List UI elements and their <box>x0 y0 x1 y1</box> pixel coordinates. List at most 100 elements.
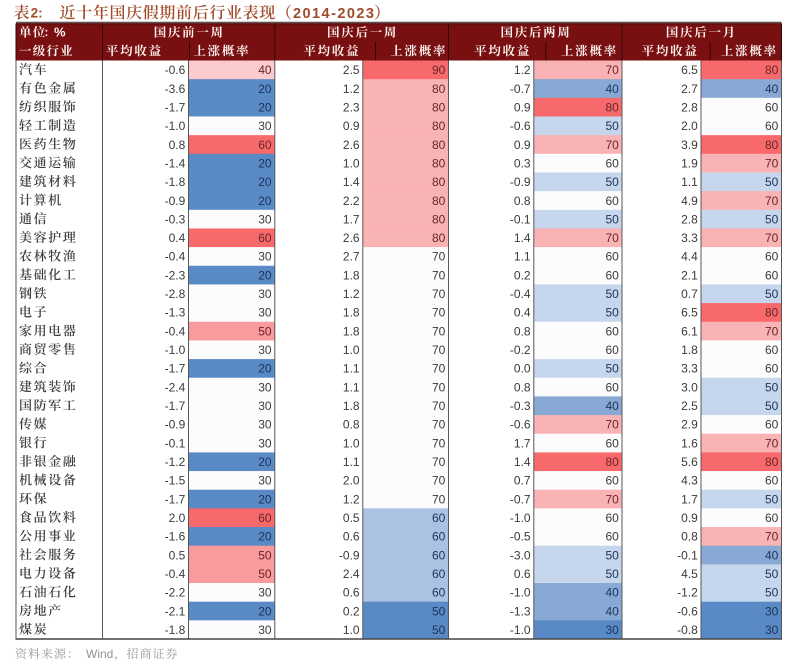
svg-text:2:: 2: <box>31 5 43 20</box>
svg-text:80: 80 <box>765 138 779 152</box>
svg-text:80: 80 <box>432 175 446 189</box>
svg-text:70: 70 <box>605 231 619 245</box>
svg-text:3.3: 3.3 <box>681 231 698 245</box>
svg-text:-0.6: -0.6 <box>510 418 531 432</box>
svg-text:60: 60 <box>765 250 779 264</box>
svg-text:80: 80 <box>432 119 446 133</box>
svg-text:50: 50 <box>765 287 779 301</box>
svg-text:60: 60 <box>258 231 272 245</box>
svg-text:-1.4: -1.4 <box>165 156 186 170</box>
svg-text:-0.6: -0.6 <box>510 119 531 133</box>
svg-text:50: 50 <box>765 175 779 189</box>
svg-text:60: 60 <box>605 324 619 338</box>
svg-text:-0.1: -0.1 <box>165 436 186 450</box>
svg-text:50: 50 <box>605 119 619 133</box>
svg-text:0.8: 0.8 <box>514 194 531 208</box>
svg-text:40: 40 <box>605 399 619 413</box>
svg-text:0.9: 0.9 <box>681 511 698 525</box>
svg-text:1.0: 1.0 <box>343 623 360 637</box>
svg-text:0.5: 0.5 <box>169 548 186 562</box>
svg-text:70: 70 <box>432 324 446 338</box>
svg-text:70: 70 <box>765 436 779 450</box>
svg-text:1.7: 1.7 <box>681 492 698 506</box>
svg-text:-0.9: -0.9 <box>339 548 360 562</box>
svg-text:70: 70 <box>605 138 619 152</box>
svg-text:30: 30 <box>258 119 272 133</box>
svg-text:60: 60 <box>258 138 272 152</box>
svg-text:2.2: 2.2 <box>343 194 360 208</box>
svg-text:50: 50 <box>605 306 619 320</box>
svg-text:50: 50 <box>765 399 779 413</box>
svg-text:2.0: 2.0 <box>343 474 360 488</box>
svg-text:3.0: 3.0 <box>681 380 698 394</box>
svg-text:2.6: 2.6 <box>343 138 360 152</box>
svg-text:40: 40 <box>258 63 272 77</box>
svg-text:1.1: 1.1 <box>343 455 360 469</box>
svg-text:60: 60 <box>605 436 619 450</box>
svg-text:1.0: 1.0 <box>343 156 360 170</box>
svg-text:2.6: 2.6 <box>343 231 360 245</box>
svg-text:-0.7: -0.7 <box>510 492 531 506</box>
svg-text:-1.7: -1.7 <box>165 399 186 413</box>
svg-text:60: 60 <box>765 511 779 525</box>
svg-text:1.9: 1.9 <box>681 156 698 170</box>
svg-text:-1.8: -1.8 <box>165 623 186 637</box>
svg-text:0.8: 0.8 <box>514 380 531 394</box>
svg-text:60: 60 <box>765 100 779 114</box>
svg-text:-0.7: -0.7 <box>510 82 531 96</box>
svg-text:70: 70 <box>432 399 446 413</box>
svg-text:-1.8: -1.8 <box>165 175 186 189</box>
svg-text:0.0: 0.0 <box>514 362 531 376</box>
svg-text:60: 60 <box>432 511 446 525</box>
svg-text:60: 60 <box>605 530 619 544</box>
svg-text:60: 60 <box>605 156 619 170</box>
svg-text:-2.4: -2.4 <box>165 380 186 394</box>
svg-text:-0.3: -0.3 <box>165 212 186 226</box>
svg-text:70: 70 <box>432 250 446 264</box>
svg-text:60: 60 <box>765 119 779 133</box>
svg-text:0.5: 0.5 <box>343 511 360 525</box>
svg-text:-1.3: -1.3 <box>510 604 531 618</box>
svg-text:60: 60 <box>605 474 619 488</box>
svg-text:2.9: 2.9 <box>681 418 698 432</box>
svg-text:4.9: 4.9 <box>681 194 698 208</box>
svg-text:60: 60 <box>765 362 779 376</box>
svg-text:50: 50 <box>258 324 272 338</box>
svg-text:1.1: 1.1 <box>343 362 360 376</box>
svg-text:2.8: 2.8 <box>681 212 698 226</box>
svg-text:2.7: 2.7 <box>681 82 698 96</box>
svg-text:0.4: 0.4 <box>169 231 186 245</box>
svg-text:20: 20 <box>258 82 272 96</box>
svg-text:1.7: 1.7 <box>343 212 360 226</box>
svg-text:70: 70 <box>765 231 779 245</box>
svg-text:1.1: 1.1 <box>343 380 360 394</box>
svg-text:1.4: 1.4 <box>514 455 531 469</box>
svg-text:20: 20 <box>258 268 272 282</box>
svg-text:70: 70 <box>432 436 446 450</box>
svg-text:0.7: 0.7 <box>681 287 698 301</box>
svg-text:0.7: 0.7 <box>514 474 531 488</box>
svg-text:4.4: 4.4 <box>681 250 698 264</box>
svg-text:50: 50 <box>605 567 619 581</box>
svg-text:1.4: 1.4 <box>343 175 360 189</box>
svg-text:30: 30 <box>605 623 619 637</box>
svg-text:70: 70 <box>765 530 779 544</box>
svg-text:2014-2023: 2014-2023 <box>293 6 374 22</box>
svg-text:1.8: 1.8 <box>343 268 360 282</box>
svg-text:-0.6: -0.6 <box>165 63 186 77</box>
svg-text:2.5: 2.5 <box>343 63 360 77</box>
svg-text:70: 70 <box>765 324 779 338</box>
svg-text:-1.2: -1.2 <box>677 586 698 600</box>
svg-text:-0.4: -0.4 <box>510 287 531 301</box>
svg-text:50: 50 <box>605 175 619 189</box>
svg-text:0.2: 0.2 <box>343 604 360 618</box>
svg-text:30: 30 <box>258 474 272 488</box>
svg-text:60: 60 <box>605 194 619 208</box>
svg-text:-1.6: -1.6 <box>165 530 186 544</box>
svg-text:-3.0: -3.0 <box>510 548 531 562</box>
svg-text::: : <box>45 27 49 39</box>
svg-text:40: 40 <box>605 604 619 618</box>
svg-text:2.3: 2.3 <box>343 100 360 114</box>
svg-text:40: 40 <box>605 82 619 96</box>
svg-text:20: 20 <box>258 492 272 506</box>
